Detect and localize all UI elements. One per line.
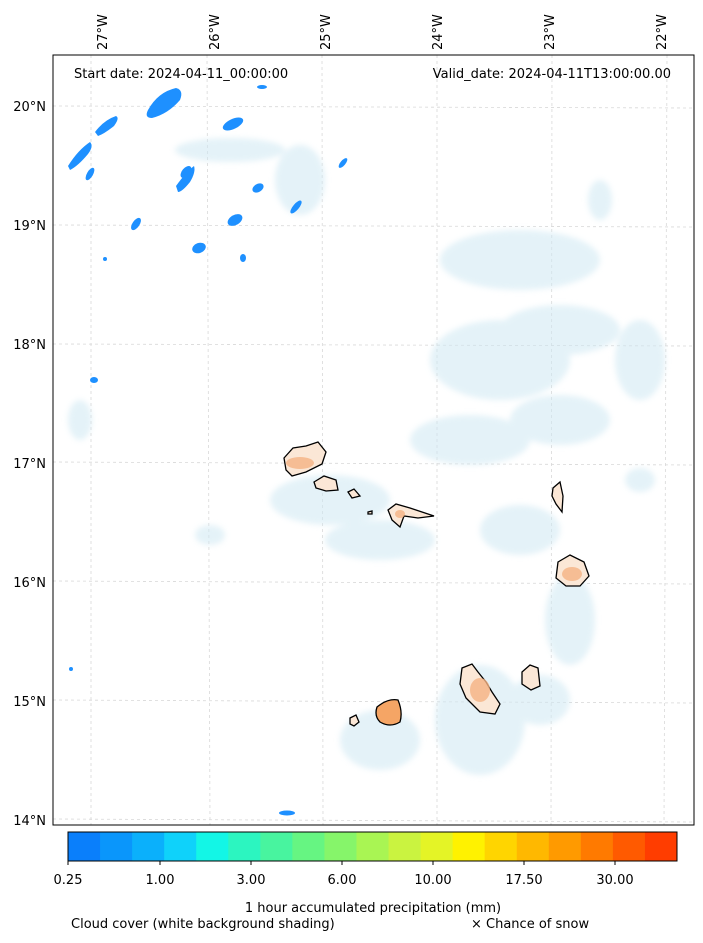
- colorbar-segment: [484, 832, 518, 861]
- lon-label: 24°W: [431, 14, 446, 50]
- lon-label: 26°W: [208, 14, 223, 50]
- start-date-text: Start date: 2024-04-11_00:00:00: [74, 67, 288, 82]
- colorbar-segment: [420, 832, 454, 861]
- island-sal: [551, 480, 564, 514]
- colorbar-segment: [100, 832, 133, 861]
- lon-label: 25°W: [319, 14, 334, 50]
- lat-label: 15°N: [13, 695, 46, 710]
- colorbar-segment: [164, 832, 197, 861]
- colorbar-tick-label: 10.00: [414, 873, 451, 888]
- colorbar-segment: [324, 832, 357, 861]
- colorbar-segment: [644, 832, 678, 861]
- colorbar-tick-label: 6.00: [328, 873, 357, 888]
- colorbar-segment: [452, 832, 486, 861]
- colorbar-segment: [580, 832, 614, 861]
- precipitation-cells: [68, 85, 348, 816]
- colorbar-tick-label: 1.00: [146, 873, 175, 888]
- lat-label: 16°N: [13, 576, 46, 591]
- colorbar-segment: [196, 832, 229, 861]
- island-santa-luzia: [347, 488, 362, 499]
- colorbar-segment: [612, 832, 646, 861]
- colorbar-segment: [356, 832, 390, 861]
- lon-label: 23°W: [543, 14, 558, 50]
- colorbar: [67, 831, 678, 865]
- colorbar-segment: [548, 832, 582, 861]
- colorbar-tick-label: 30.00: [596, 873, 633, 888]
- island-brava: [349, 714, 360, 727]
- lat-label: 17°N: [13, 457, 46, 472]
- colorbar-segment: [228, 832, 261, 861]
- lat-label: 19°N: [13, 219, 46, 234]
- lat-label: 14°N: [13, 814, 46, 829]
- island-maio: [521, 664, 541, 691]
- colorbar-tick-label: 3.00: [237, 873, 266, 888]
- colorbar-segment: [292, 832, 325, 861]
- map-frame: [53, 55, 694, 825]
- valid-date-text: Valid_date: 2024-04-11T13:00:00.00: [433, 67, 671, 82]
- lat-label: 18°N: [13, 338, 46, 353]
- lat-tick-labels: 20°N 19°N 18°N 17°N 16°N 15°N 14°N: [13, 100, 46, 829]
- lon-label: 27°W: [96, 14, 111, 50]
- lon-tick-labels: 27°W 26°W 25°W 24°W 23°W 22°W: [96, 14, 670, 50]
- map-border: [52, 54, 695, 826]
- colorbar-tick-label: 17.50: [505, 873, 542, 888]
- colorbar-segment: [516, 832, 550, 861]
- colorbar-segment: [68, 832, 101, 861]
- colorbar-tick-label: 0.25: [54, 873, 83, 888]
- island-sao-nicolau: [387, 503, 435, 529]
- colorbar-segment: [388, 832, 422, 861]
- cloud-cover-shading: [68, 138, 665, 775]
- cloud-cover-note: Cloud cover (white background shading): [71, 917, 335, 932]
- island-sao-vicente: [313, 475, 339, 492]
- colorbar-segment: [260, 832, 293, 861]
- colorbar-tick-labels: 0.25 1.00 3.00 6.00 10.00 17.50 30.00: [54, 873, 634, 888]
- island-precip-tint: [286, 457, 582, 702]
- lat-label: 20°N: [13, 100, 46, 115]
- colorbar-label: 1 hour accumulated precipitation (mm): [245, 901, 501, 916]
- colorbar-border: [67, 831, 678, 862]
- snow-chance-note: × Chance of snow: [471, 917, 590, 932]
- island-fogo: [375, 699, 402, 726]
- colorbar-segment: [132, 832, 165, 861]
- lon-label: 22°W: [655, 14, 670, 50]
